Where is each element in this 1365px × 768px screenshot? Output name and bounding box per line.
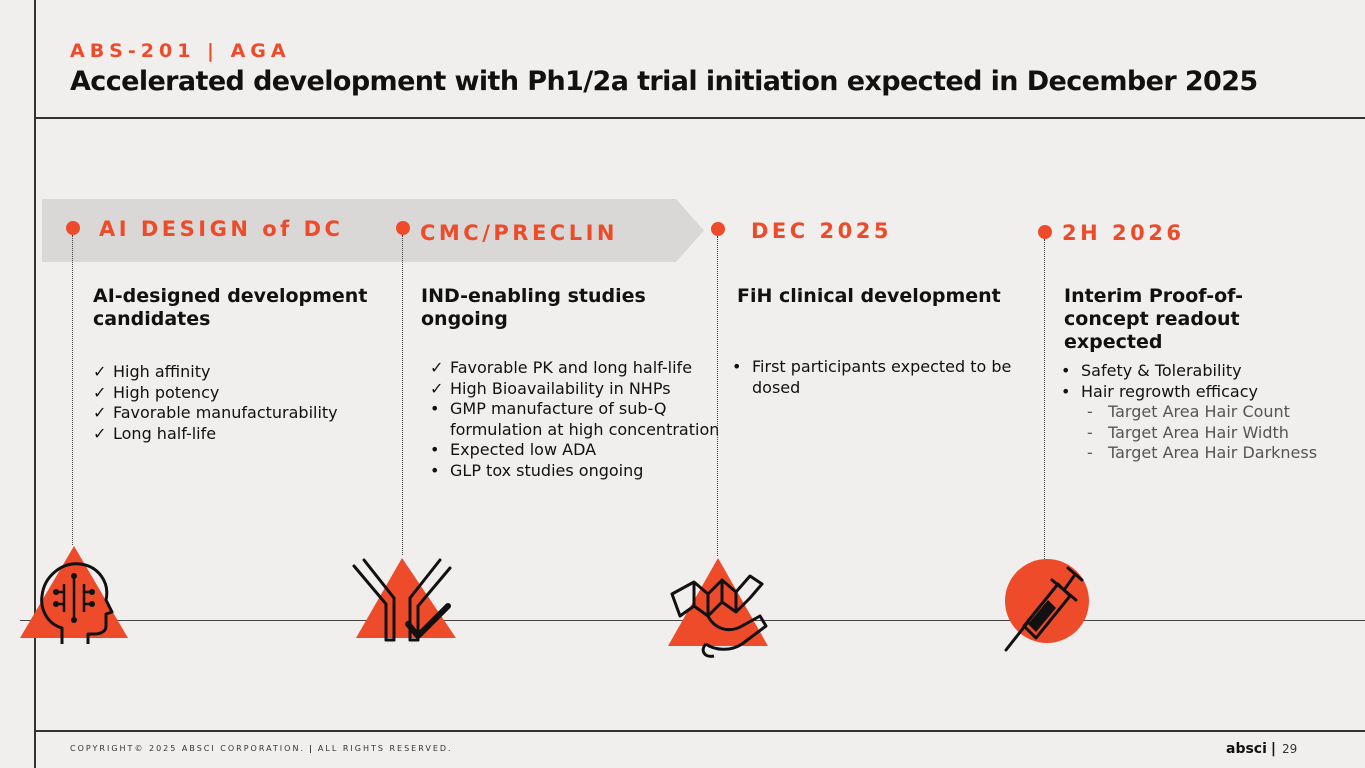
list-item: • GLP tox studies ongoing	[430, 460, 644, 480]
left-rule	[34, 0, 36, 768]
milestone-stem	[1044, 239, 1045, 561]
phase-bullets: ✓ Favorable PK and long half-life ✓ High B…	[430, 358, 720, 481]
list-item: • Safety & Tolerability	[1061, 361, 1242, 380]
list-item: • First participants expected to be dosed	[732, 357, 1012, 397]
phase-banner-arrow	[42, 199, 704, 262]
dna-ribbon-icon	[668, 558, 768, 658]
page-number: 29	[1282, 742, 1298, 756]
phase-heading: Interim Proof-of-concept readout expecte…	[1064, 285, 1243, 353]
milestone-dot	[711, 222, 725, 236]
list-item: - Target Area Hair Darkness	[1087, 443, 1318, 462]
phase-label-ai-design: AI DESIGN of DC	[99, 217, 344, 241]
footer-divider	[34, 730, 1365, 732]
phase-bullets: • Safety & Tolerability • Hair regrowth ef…	[1061, 361, 1356, 464]
list-item: - Target Area Hair Count	[1087, 402, 1290, 421]
list-item: ✓ Favorable PK and long half-life	[430, 358, 693, 377]
header-divider	[34, 117, 1365, 119]
milestone-stem	[402, 235, 403, 555]
milestone-dot	[1038, 225, 1052, 239]
milestone-dot	[66, 221, 80, 235]
antibody-check-icon	[352, 558, 456, 642]
phase-label-dec-2025: DEC 2025	[751, 219, 892, 243]
list-item: ✓ High affinity	[93, 362, 211, 381]
absci-logo: absci |	[1226, 741, 1277, 757]
phase-bullets: • First participants expected to be dosed	[732, 357, 1017, 398]
list-item: ✓ High potency	[93, 382, 220, 402]
section-eyebrow: ABS-201 | AGA	[70, 40, 291, 62]
list-item: ✓ Long half-life	[93, 423, 217, 443]
list-item: • Expected low ADA	[430, 440, 597, 459]
list-item: • Hair regrowth efficacy	[1061, 381, 1258, 401]
milestone-dot	[396, 221, 410, 235]
list-item: ✓ Favorable manufacturability	[93, 403, 338, 422]
ai-head-icon	[20, 546, 128, 644]
copyright-notice: COPYRIGHT© 2025 ABSCI CORPORATION. | ALL R…	[70, 744, 453, 753]
milestone-stem	[72, 235, 73, 545]
milestone-stem	[717, 236, 718, 556]
list-item: - Target Area Hair Width	[1087, 422, 1289, 442]
phase-heading: IND-enabling studies ongoing	[421, 285, 646, 330]
phase-heading: AI-designed development candidates	[93, 285, 368, 330]
phase-label-cmc-preclin: CMC/PRECLIN	[420, 221, 618, 245]
syringe-icon	[1004, 559, 1089, 652]
phase-bullets: ✓ High affinity ✓ High potency ✓ Favorable …	[93, 362, 383, 444]
phase-label-2h-2026: 2H 2026	[1062, 221, 1185, 245]
list-item: ✓ High Bioavailability in NHPs	[430, 378, 671, 398]
list-item: • GMP manufacture of sub-Q formulation at…	[430, 399, 720, 439]
phase-heading: FiH clinical development	[737, 285, 1001, 307]
page-title: Accelerated development with Ph1/2a tria…	[70, 66, 1258, 97]
